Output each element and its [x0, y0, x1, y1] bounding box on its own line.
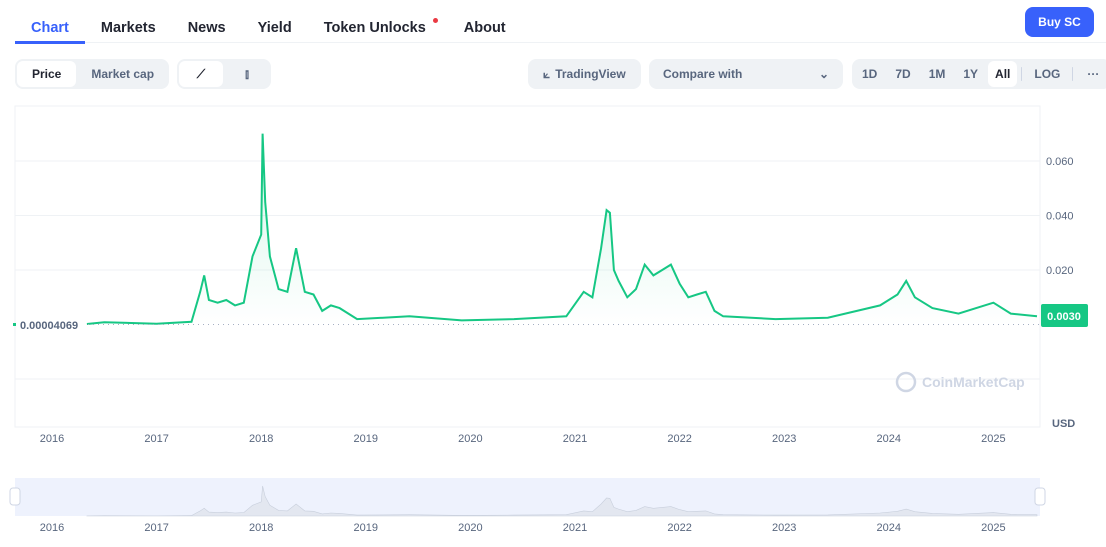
chart-icon: ⟀ [543, 66, 551, 81]
x-tick-label: 2020 [458, 433, 482, 445]
chevron-down-icon: ⌄ [818, 67, 829, 81]
range-1y[interactable]: 1Y [963, 67, 979, 81]
range-1m[interactable]: 1M [928, 67, 946, 81]
x-tick-label: 2018 [249, 522, 273, 534]
y-tick-label: 0.040 [1046, 211, 1074, 223]
currency-label: USD [1052, 418, 1075, 430]
range-all[interactable]: All [988, 61, 1018, 87]
more-button[interactable]: ··· [1087, 67, 1100, 81]
min-price-label: 0.00004069 [20, 320, 78, 332]
current-price-label: 0.0030 [1047, 311, 1081, 323]
x-tick-label: 2021 [563, 522, 587, 534]
tradingview-label: ⟀ TradingView [543, 66, 626, 82]
chart-style-toggle: ⟋ ⫾ [177, 59, 271, 89]
tab-markets[interactable]: Markets [100, 20, 156, 36]
x-tick-label: 2017 [144, 433, 168, 445]
tradingview-button[interactable]: ⟀ TradingView [528, 59, 641, 89]
x-tick-label: 2018 [249, 433, 273, 445]
line-chart-icon[interactable]: ⟋ [179, 61, 223, 87]
x-tick-label: 2020 [458, 522, 482, 534]
tab-about[interactable]: About [463, 20, 506, 36]
plot-border [14, 105, 1041, 428]
divider [1021, 67, 1023, 81]
log-toggle[interactable]: LOG [1034, 67, 1061, 81]
x-tick-label: 2024 [877, 522, 901, 534]
tab-chart[interactable]: Chart [15, 0, 85, 44]
range-7d[interactable]: 7D [895, 67, 911, 81]
navigator-preview [86, 485, 1038, 517]
compare-label: Compare with [663, 67, 743, 81]
x-tick-label: 2025 [981, 433, 1005, 445]
y-tick-label: 0.020 [1046, 265, 1074, 277]
range-selector: 1D 7D 1M 1Y All LOG ··· [852, 59, 1106, 89]
buy-button[interactable]: Buy SC [1025, 7, 1094, 37]
x-tick-label: 2022 [667, 522, 691, 534]
price-button[interactable]: Price [17, 61, 77, 87]
navigator-right-handle[interactable] [1034, 487, 1046, 506]
x-tick-label: 2016 [40, 522, 64, 534]
x-tick-label: 2019 [354, 433, 378, 445]
tab-news[interactable]: News [187, 20, 226, 36]
price-line [86, 133, 1038, 325]
y-tick-label: 0.060 [1046, 156, 1074, 168]
tab-yield[interactable]: Yield [257, 20, 292, 36]
x-tick-label: 2022 [667, 433, 691, 445]
x-tick-label: 2016 [40, 433, 64, 445]
tab-bar: Chart Markets News Yield Token Unlocks A… [15, 0, 1106, 44]
range-1d[interactable]: 1D [862, 67, 878, 81]
x-tick-label: 2025 [981, 522, 1005, 534]
x-tick-label: 2024 [877, 433, 901, 445]
coinmarketcap-logo-icon [895, 371, 917, 393]
tab-label: Token Unlocks [323, 20, 426, 36]
x-tick-label: 2021 [563, 433, 587, 445]
watermark: CoinMarketCap [922, 374, 1025, 390]
market-cap-button[interactable]: Market cap [91, 67, 155, 81]
navigator-left-handle[interactable] [9, 487, 21, 506]
x-tick-label: 2023 [772, 433, 796, 445]
divider [1072, 67, 1074, 81]
x-tick-label: 2019 [354, 522, 378, 534]
compare-with-dropdown[interactable]: Compare with ⌄ [649, 59, 843, 89]
x-tick-label: 2017 [144, 522, 168, 534]
price-marketcap-toggle: Price Market cap [15, 59, 170, 89]
tab-token-unlocks[interactable]: Token Unlocks [308, 0, 448, 43]
candlestick-icon[interactable]: ⫾ [245, 66, 249, 81]
min-marker [13, 323, 16, 326]
current-price-badge [1041, 304, 1088, 327]
range-navigator[interactable] [15, 478, 1040, 516]
notification-dot [432, 18, 438, 23]
x-tick-label: 2023 [772, 522, 796, 534]
